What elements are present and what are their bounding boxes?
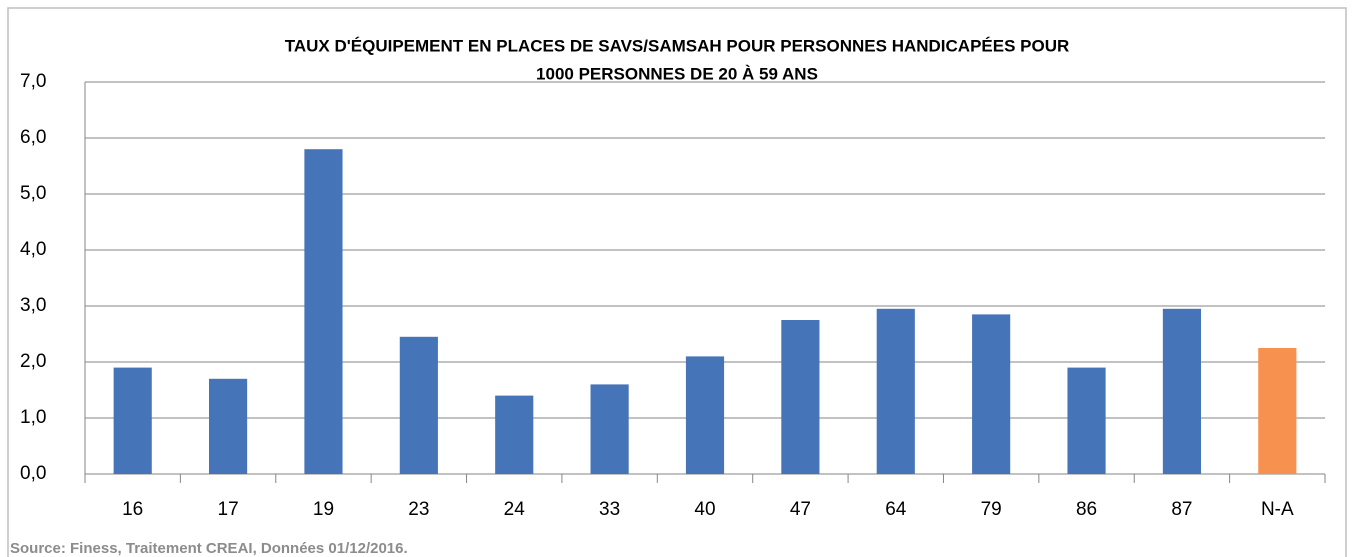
y-tick-label: 2,0 <box>20 351 46 372</box>
chart-title: TAUX D'ÉQUIPEMENT EN PLACES DE SAVS/SAMS… <box>285 36 1070 55</box>
x-tick-label: 86 <box>1076 499 1097 520</box>
bar <box>209 378 248 474</box>
bar <box>876 308 915 474</box>
x-tick-label: 33 <box>599 499 620 520</box>
y-tick-label: 3,0 <box>20 295 46 316</box>
x-tick-label: 19 <box>313 499 334 520</box>
chart-title: 1000 PERSONNES DE 20 À 59 ANS <box>536 64 818 83</box>
chart-frame <box>7 7 1347 557</box>
x-tick-label: 17 <box>218 499 239 520</box>
bar <box>1067 367 1106 474</box>
y-tick-label: 5,0 <box>20 183 46 204</box>
x-tick-label: 64 <box>885 499 907 520</box>
bar <box>399 336 438 474</box>
y-tick-label: 4,0 <box>20 239 46 260</box>
x-tick-label: 16 <box>122 499 143 520</box>
bar <box>590 384 629 474</box>
x-tick-label: N-A <box>1261 499 1294 520</box>
x-tick-label: 79 <box>981 499 1002 520</box>
source-note: Source: Finess, Traitement CREAI, Donnée… <box>10 540 408 557</box>
x-tick-label: 40 <box>694 499 715 520</box>
bar <box>304 149 343 474</box>
bar <box>1258 348 1297 474</box>
y-tick-label: 0,0 <box>20 463 46 484</box>
bar <box>685 356 725 474</box>
x-tick-label: 23 <box>408 499 429 520</box>
x-tick-label: 24 <box>504 499 526 520</box>
y-tick-label: 7,0 <box>20 71 46 92</box>
y-tick-label: 6,0 <box>20 127 46 148</box>
x-tick-label: 87 <box>1171 499 1192 520</box>
bar <box>113 367 152 474</box>
bar <box>781 320 820 474</box>
x-tick-label: 47 <box>790 499 811 520</box>
bar <box>495 395 534 474</box>
bar <box>1162 308 1201 474</box>
bar <box>972 314 1011 474</box>
y-tick-label: 1,0 <box>20 407 46 428</box>
